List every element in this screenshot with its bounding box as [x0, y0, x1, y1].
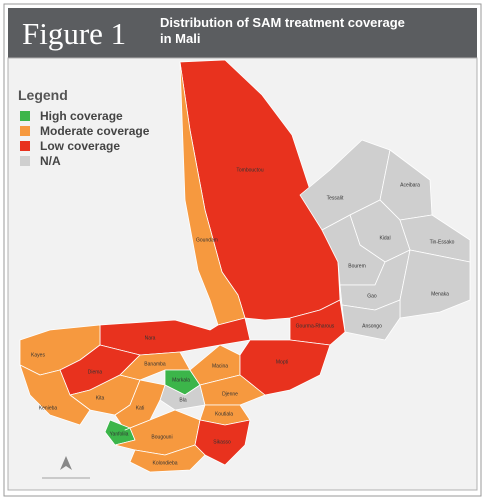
region-label: Kati	[136, 405, 145, 411]
region-label: Goundam	[196, 237, 218, 243]
region-label: Bourem	[348, 263, 366, 269]
region-label: Koutiala	[215, 411, 233, 417]
region-label: Aceibara	[400, 182, 420, 188]
region-label: Macina	[212, 363, 228, 369]
region-label: Kenieba	[39, 405, 58, 411]
header-bar	[8, 8, 477, 58]
region-label: Menaka	[431, 291, 449, 297]
region-label: Yanfolila	[110, 431, 129, 437]
legend-label: N/A	[40, 154, 61, 168]
legend-title: Legend	[18, 87, 68, 103]
region-label: Sikasso	[213, 439, 231, 445]
region	[399, 214, 471, 263]
region-label: Kita	[96, 395, 105, 401]
legend-swatch	[20, 156, 30, 166]
legend-label: Low coverage	[40, 139, 120, 153]
region-label: Bla	[179, 397, 186, 403]
region	[19, 364, 91, 426]
region-label: Markala	[172, 377, 190, 383]
region-label: Mopti	[276, 359, 288, 365]
region-label: Ansongo	[362, 323, 382, 329]
legend-swatch	[20, 126, 30, 136]
legend-swatch	[20, 141, 30, 151]
figure-title: in Mali	[160, 31, 200, 46]
region	[199, 374, 266, 406]
region-label: Diema	[88, 369, 103, 375]
region-label: Nara	[145, 335, 156, 341]
region-label: Tombouctou	[236, 167, 263, 173]
region-label: Bougouni	[151, 434, 172, 440]
region-label: Tessalit	[327, 195, 344, 201]
legend-label: Moderate coverage	[40, 124, 150, 138]
region-label: Tin-Essako	[430, 239, 455, 245]
legend-swatch	[20, 111, 30, 121]
region	[129, 444, 206, 473]
region-label: Banamba	[144, 361, 166, 367]
figure-title: Distribution of SAM treatment coverage	[160, 15, 405, 30]
region-label: Kayes	[31, 352, 45, 358]
legend-label: High coverage	[40, 109, 123, 123]
region-label: Kidal	[379, 235, 390, 241]
figure-label: Figure 1	[22, 16, 126, 51]
north-arrow	[42, 456, 90, 479]
region-label: Djenne	[222, 391, 238, 397]
region-label: Gourma-Rharous	[296, 323, 335, 329]
region-label: Gao	[367, 293, 377, 299]
map: Tombouctou Goundam Tessalit Aceibara Kidal Ti…	[19, 59, 471, 473]
region-label: Kolondieba	[152, 460, 177, 466]
